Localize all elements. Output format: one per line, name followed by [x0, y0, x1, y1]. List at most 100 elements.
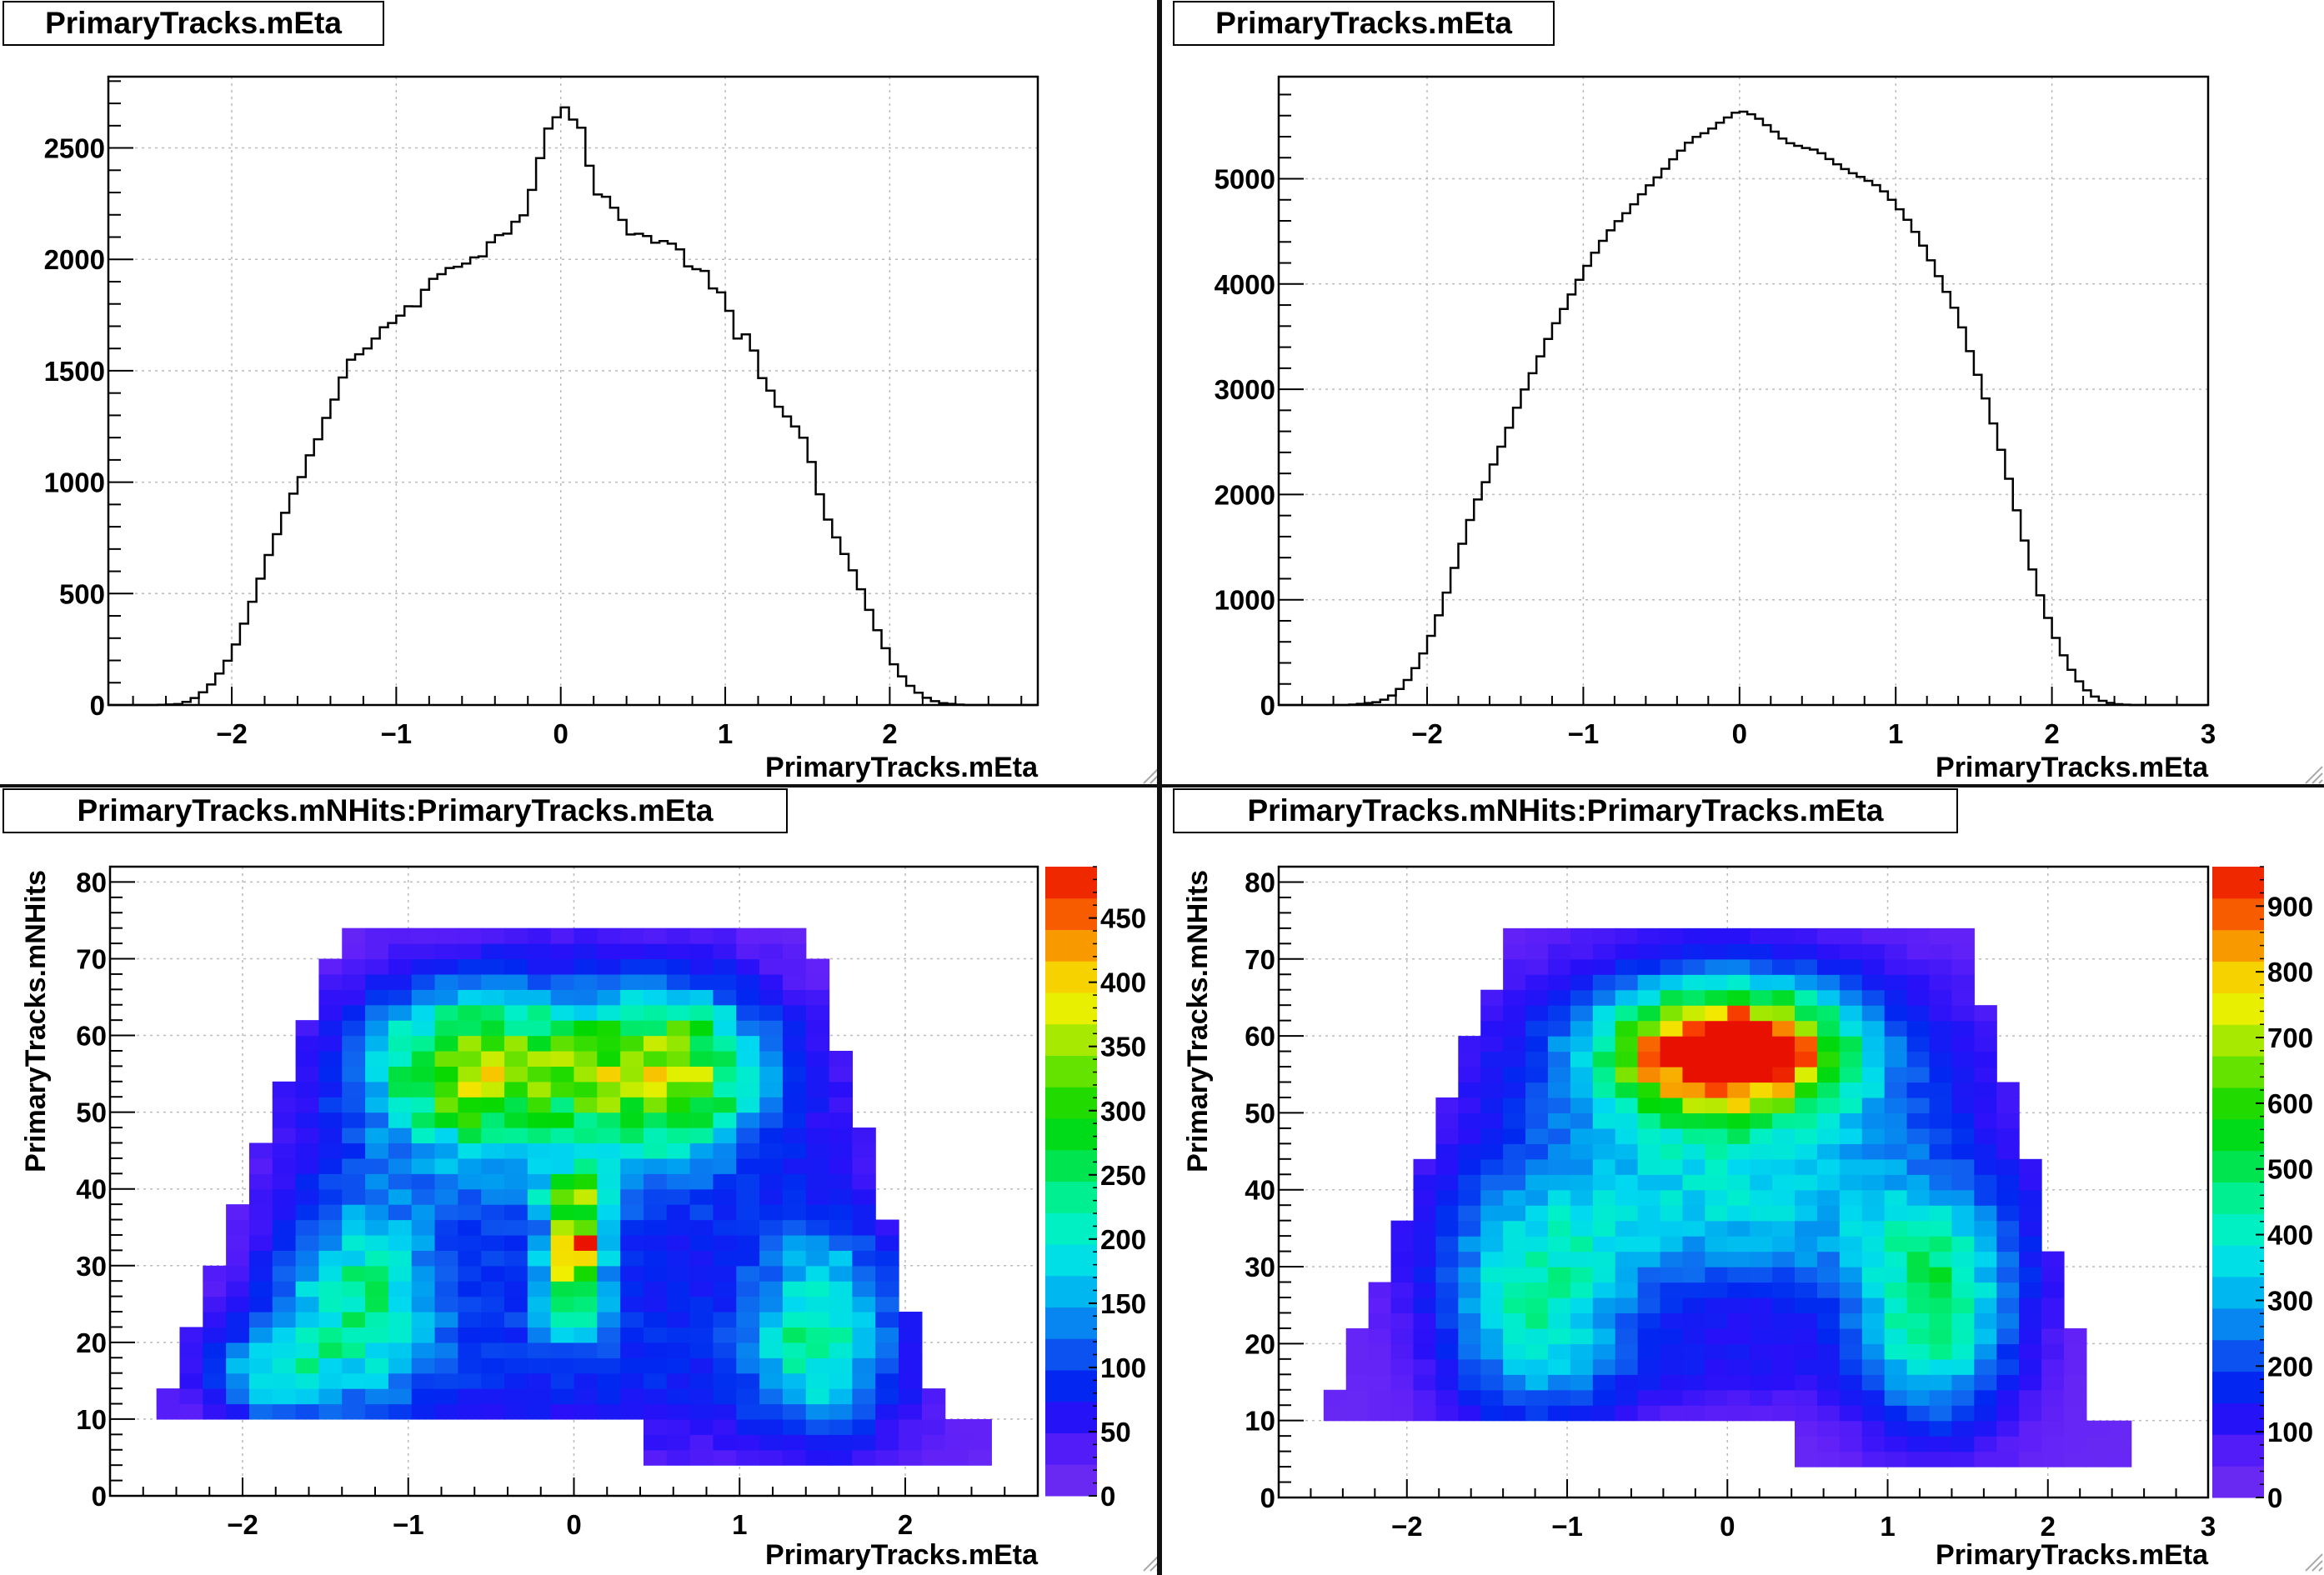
heatmap-cell	[1772, 1097, 1796, 1114]
heatmap-cell	[1615, 1297, 1639, 1314]
heatmap-cell	[411, 1050, 436, 1067]
heatmap-cell	[2063, 1405, 2087, 1422]
heatmap-cell	[1996, 1436, 2020, 1452]
heatmap-cell	[1951, 974, 1975, 991]
heatmap-cell	[342, 1250, 366, 1267]
heatmap-cell	[759, 1250, 784, 1267]
heatmap-cell	[782, 1434, 807, 1451]
heatmap-cell	[1615, 974, 1639, 991]
heatmap-cell	[550, 1004, 575, 1021]
heatmap-cell	[1682, 1220, 1705, 1237]
color-bar-segment	[2212, 1308, 2264, 1341]
heatmap-cell	[365, 973, 389, 990]
heatmap-cell	[805, 1066, 830, 1082]
heatmap-cell	[2019, 1358, 2042, 1375]
heatmap-cell	[458, 928, 482, 944]
heatmap-cell	[527, 1403, 552, 1420]
heatmap-cell	[944, 1449, 969, 1466]
heatmap-cell	[782, 1219, 807, 1236]
heatmap-cell	[666, 1296, 691, 1312]
heatmap-cell	[1413, 1158, 1436, 1175]
heatmap-cell	[643, 1234, 668, 1251]
heatmap-cell	[1705, 1328, 1728, 1344]
heatmap-cell	[1435, 1389, 1459, 1406]
heatmap-cell	[759, 973, 784, 990]
heatmap-cell	[1816, 1205, 1841, 1222]
y-tick-label: 70	[76, 943, 107, 974]
heatmap-cell	[1795, 1097, 1818, 1114]
heatmap-cell	[1570, 974, 1594, 991]
heatmap-cell	[1637, 1051, 1661, 1068]
heatmap-cell	[1682, 1174, 1705, 1191]
heatmap-cell	[1458, 1051, 1481, 1068]
heatmap-cell	[573, 1327, 598, 1343]
heatmap-cell	[573, 1097, 598, 1113]
heatmap-cell	[318, 1158, 343, 1174]
heatmap-cell	[1996, 1282, 2020, 1298]
heatmap-cell	[1413, 1236, 1436, 1252]
heatmap-cell	[1772, 1174, 1796, 1191]
heatmap-cell	[666, 1358, 691, 1374]
heatmap-cell	[1772, 1358, 1796, 1375]
heatmap-cell	[643, 1173, 668, 1190]
heatmap-cell	[829, 1312, 853, 1328]
heatmap-cell	[527, 1265, 552, 1282]
x-tick-label: 3	[2201, 718, 2216, 749]
heatmap-cell	[1368, 1312, 1392, 1329]
heatmap-cell	[597, 1312, 621, 1328]
heatmap-cell	[713, 1265, 737, 1282]
heatmap-cell	[226, 1250, 250, 1267]
heatmap-cell	[1637, 943, 1661, 960]
heatmap-cell	[504, 1250, 528, 1267]
heatmap-cell	[1772, 1189, 1796, 1206]
heatmap-cell	[689, 1312, 714, 1328]
heatmap-cell	[272, 1358, 297, 1374]
heatmap-cell	[1570, 1236, 1594, 1252]
heatmap-cell	[2041, 1328, 2065, 1344]
heatmap-cell	[272, 1188, 297, 1205]
heatmap-cell	[689, 1158, 714, 1174]
heatmap-cell	[1816, 1097, 1841, 1114]
heatmap-cell	[1547, 943, 1571, 960]
heatmap-cell	[504, 1004, 528, 1021]
y-tick-label: 0	[92, 1481, 107, 1512]
heatmap-cell	[481, 1066, 505, 1082]
heatmap-cell	[759, 928, 784, 944]
heatmap-cell	[829, 1265, 853, 1282]
heatmap-cell	[643, 1296, 668, 1312]
heatmap-cell	[1570, 1389, 1594, 1406]
heatmap-cell	[1390, 1343, 1415, 1360]
heatmap-cell	[666, 1327, 691, 1343]
heatmap-cell	[411, 1250, 436, 1267]
heatmap-cell	[481, 1158, 505, 1174]
heatmap-cell	[1906, 1020, 1931, 1037]
heatmap-cell	[1750, 1405, 1773, 1422]
heatmap-cell	[1884, 943, 1908, 960]
heatmap-cell	[713, 1296, 737, 1312]
heatmap-cell	[1705, 1051, 1728, 1068]
heatmap-cell	[666, 1097, 691, 1113]
heatmap-cell	[1750, 1128, 1773, 1144]
heatmap-cell	[573, 958, 598, 975]
heatmap-cell	[504, 989, 528, 1006]
heatmap-cell	[689, 1081, 714, 1098]
heatmap-cell	[527, 1112, 552, 1128]
heatmap-cell	[504, 1342, 528, 1358]
heatmap-cell	[342, 1312, 366, 1328]
heatmap-cell	[666, 1403, 691, 1420]
heatmap-cell	[504, 1234, 528, 1251]
heatmap-cell	[1503, 1405, 1526, 1422]
heatmap-cell	[1929, 1174, 1953, 1191]
color-bar-segment	[2212, 898, 2264, 931]
heatmap-cell	[1570, 1174, 1594, 1191]
heatmap-cell	[318, 1066, 343, 1082]
heatmap-cell	[550, 973, 575, 990]
heatmap-cell	[1861, 1051, 1886, 1068]
heatmap-cell	[643, 989, 668, 1006]
heatmap-cell	[852, 1403, 876, 1420]
heatmap-cell	[1637, 1297, 1661, 1314]
heatmap-cell	[1615, 1312, 1639, 1329]
heatmap-cell	[1861, 1005, 1886, 1022]
heatmap-cell	[550, 1312, 575, 1328]
heatmap-cell	[1660, 1312, 1684, 1329]
